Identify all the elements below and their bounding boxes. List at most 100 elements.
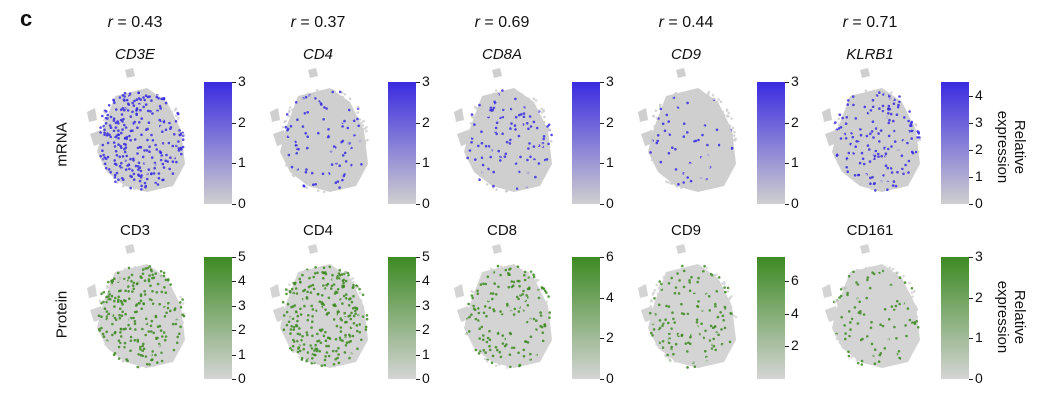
umap-plot-mrna (270, 68, 369, 194)
gene-label: CD3E (114, 46, 155, 63)
colorbar-tick-label: 4 (238, 272, 246, 289)
colorbar-tick-mark (969, 176, 973, 178)
colorbar-tick-mark (969, 338, 973, 340)
colorbar-tick-label: 3 (238, 296, 246, 313)
protein-label: CD8 (486, 222, 517, 239)
colorbar-tick-label: 1 (606, 154, 614, 171)
colorbar-tick-mark (600, 379, 604, 380)
colorbar-tick-mark (785, 281, 789, 283)
umap-cluster (90, 130, 105, 146)
umap-cluster (125, 68, 135, 78)
colorbar-tick-mark (232, 281, 236, 283)
colorbar-tick-label: 3 (975, 113, 983, 130)
umap-plot-mrna (454, 68, 553, 193)
colorbar-tick-label: 0 (238, 195, 246, 211)
gene-label: CD8A (481, 46, 522, 63)
correlation-value: = 0.71 (847, 14, 898, 31)
umap-plot-protein (822, 244, 920, 368)
colorbar-tick-mark (969, 122, 973, 124)
colorbar-tick-mark (600, 297, 604, 299)
colorbar-tick-mark (416, 281, 420, 283)
colorbar-tick-label: 2 (975, 140, 983, 157)
colorbar-tick-mark (969, 149, 973, 151)
colorbar-tick-label: 0 (606, 195, 614, 211)
colorbar-tick-label: 3 (606, 73, 614, 89)
colorbar-tick-label: 0 (975, 370, 983, 386)
colorbar-tick-mark (232, 163, 236, 165)
umap-plot-protein (87, 244, 186, 369)
panel-letter: c (20, 6, 33, 31)
colorbar-tick-label: 2 (422, 321, 430, 338)
colorbar-tick-label: 0 (422, 370, 430, 386)
protein-label: CD4 (302, 222, 333, 239)
colorbar-tick-mark (600, 122, 604, 124)
row-label-mrna: mRNA (53, 122, 71, 167)
colorbar-tick-label: 0 (238, 370, 246, 386)
colorbar-tick-mark (969, 297, 973, 299)
colorbar-tick-mark (416, 354, 420, 356)
colorbar-tick-label: 4 (606, 288, 614, 305)
colorbar-mrna (388, 82, 416, 204)
colorbar-tick-mark (416, 122, 420, 124)
umap-plot-protein (638, 244, 738, 369)
umap-cluster (454, 108, 464, 122)
colorbar-tick-mark (785, 204, 789, 205)
colorbar-tick-label: 5 (238, 248, 246, 264)
correlation-value: = 0.44 (663, 14, 714, 31)
colorbar-tick-label: 5 (422, 248, 430, 264)
colorbar-tick-label: 1 (422, 345, 430, 362)
colorbar-tick-mark (232, 379, 236, 380)
colorbar-tick-label: 4 (791, 304, 799, 321)
correlation-symbol: r (474, 14, 480, 31)
colorbar-tick-label: 0 (606, 370, 614, 386)
correlation-label: r = 0.44 (616, 14, 756, 32)
umap-cluster (90, 306, 105, 322)
umap-plot-mrna (638, 68, 737, 192)
colorbar-tick-mark (232, 82, 236, 83)
colorbar-tick-label: 2 (791, 337, 799, 354)
umap-plot-protein (270, 244, 369, 368)
colorbar-tick-label: 3 (975, 248, 983, 264)
colorbar-mrna (204, 82, 232, 204)
protein-label: CD3 (119, 222, 150, 239)
colorbar-tick-label: 2 (422, 113, 430, 130)
umap-cluster (308, 244, 318, 254)
colorbar-tick-mark (600, 257, 604, 258)
colorbar-tick-label: 3 (791, 73, 799, 89)
colorbar-tick-mark (232, 122, 236, 124)
umap-cluster (273, 306, 288, 322)
colorbar-tick-label: 2 (975, 288, 983, 305)
colorbar-tick-mark (416, 82, 420, 83)
protein-label: CD161 (846, 222, 894, 239)
colorbar-tick-mark (416, 204, 420, 205)
umap-cluster (457, 130, 472, 146)
correlation-label: r = 0.37 (248, 14, 388, 32)
umap-cluster (638, 284, 648, 298)
colorbar-tick-mark (232, 330, 236, 332)
colorbar-tick-label: 6 (791, 272, 799, 289)
colorbar-tick-mark (416, 163, 420, 165)
colorbar-tick-label: 0 (975, 195, 983, 211)
colorbar-tick-label: 1 (975, 329, 983, 346)
colorbar-tick-mark (232, 354, 236, 356)
colorbar-tick-label: 1 (238, 345, 246, 362)
side-label-protein: Relative expression (994, 280, 1028, 354)
colorbar-tick-mark (785, 346, 789, 348)
colorbar-mrna (572, 82, 600, 204)
colorbar-tick-mark (969, 379, 973, 380)
colorbar-mrna (941, 82, 969, 204)
umap-cluster (308, 68, 318, 78)
umap-cluster (125, 244, 135, 254)
colorbar-protein (941, 257, 969, 379)
correlation-symbol: r (290, 14, 296, 31)
umap-cluster (676, 244, 686, 254)
umap-cluster (676, 68, 686, 78)
correlation-label: r = 0.69 (432, 14, 572, 32)
umap-cluster (832, 264, 920, 368)
umap-cluster (492, 244, 502, 254)
colorbar-tick-mark (600, 338, 604, 340)
correlation-symbol: r (658, 14, 664, 31)
colorbar-tick-mark (785, 122, 789, 124)
umap-plot-protein (454, 244, 552, 369)
